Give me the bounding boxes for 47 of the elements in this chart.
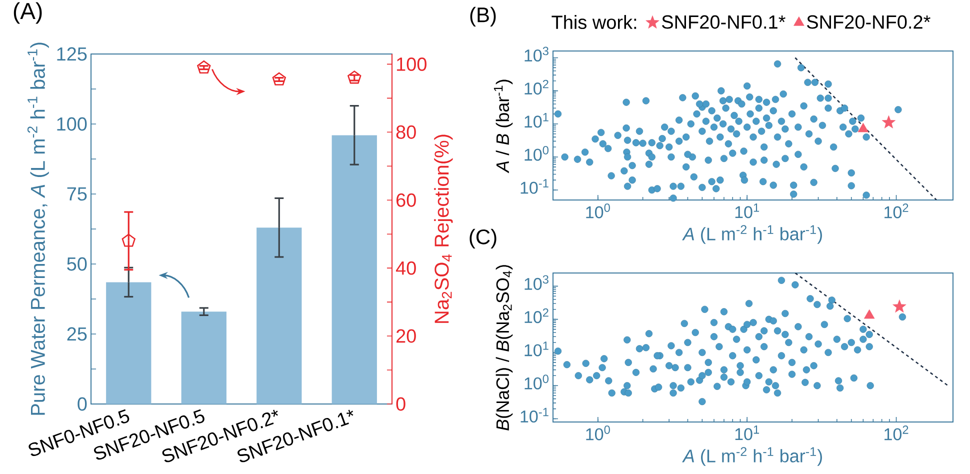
y2-axis-title: Na$_{2}$SO$_{4}$ Rejection(%)	[434, 134, 453, 323]
legend-label: SNF20-NF0.2*	[806, 15, 930, 29]
y-tick-label: 10$^{-1}$	[520, 179, 548, 194]
y-tick-label: 10$^{0}$	[524, 146, 548, 161]
y-tick-label: 10$^{3}$	[524, 275, 548, 290]
y2-tick-label: 20	[396, 329, 416, 343]
bar	[332, 135, 377, 404]
legend-title: This work:	[552, 15, 636, 30]
point	[348, 70, 362, 84]
x-tick-label: 10$^{1}$	[735, 204, 760, 218]
y-tick-label: 0	[78, 397, 87, 411]
y-tick-label: 10$^{2}$	[524, 308, 548, 324]
y-tick-label: 10$^{3}$	[524, 46, 548, 62]
y-tick-label: 10$^{1}$	[524, 342, 548, 356]
x-axis-title: A (L m$^{-2}$ h$^{-1}$ bar$^{-1}$)	[682, 447, 822, 466]
bar	[256, 228, 302, 404]
chart-title: (C)	[470, 228, 496, 248]
y2-tick-label: 80	[396, 125, 416, 139]
y2-tick-label: 0	[396, 397, 406, 411]
y-axis-title: B(NaCl) / B(Na$_{2}$SO$_{4}$)	[496, 265, 513, 430]
x-tick-label: 10$^{0}$	[586, 204, 610, 218]
y2-tick-label: 60	[396, 193, 416, 207]
point	[197, 60, 211, 74]
x-axis-title: A (L m$^{-2}$ h$^{-1}$ bar$^{-1}$)	[682, 225, 822, 244]
y-tick-label: 10$^{-1}$	[520, 408, 548, 423]
chart-title: (B)	[470, 6, 496, 26]
y-tick-label: 50	[67, 257, 87, 271]
x-tick-label: 10$^{0}$	[586, 426, 610, 440]
bar	[181, 312, 226, 404]
x-tick-label: 10$^{2}$	[884, 426, 908, 440]
legend-label: SNF20-NF0.1*	[662, 15, 786, 29]
y-tick-label: 10$^{1}$	[524, 113, 548, 128]
y-tick-label: 125	[57, 47, 87, 61]
point	[272, 72, 286, 86]
chart-title: (A)	[14, 2, 42, 24]
y-tick-label: 10$^{0}$	[524, 374, 548, 390]
x-tick-label: 10$^{2}$	[884, 204, 908, 218]
y-tick-label: 10$^{2}$	[524, 80, 548, 95]
y-tick-label: 75	[67, 187, 87, 201]
x-tick-label: 10$^{1}$	[735, 426, 760, 440]
y2-tick-label: 40	[396, 261, 416, 275]
y-axis-title: A / B (bar$^{-1}$)	[494, 80, 513, 174]
point	[122, 234, 136, 247]
y-tick-label: 100	[57, 117, 87, 131]
y2-tick-label: 100	[396, 57, 426, 71]
bar	[106, 282, 152, 404]
y-tick-label: 25	[67, 327, 87, 341]
